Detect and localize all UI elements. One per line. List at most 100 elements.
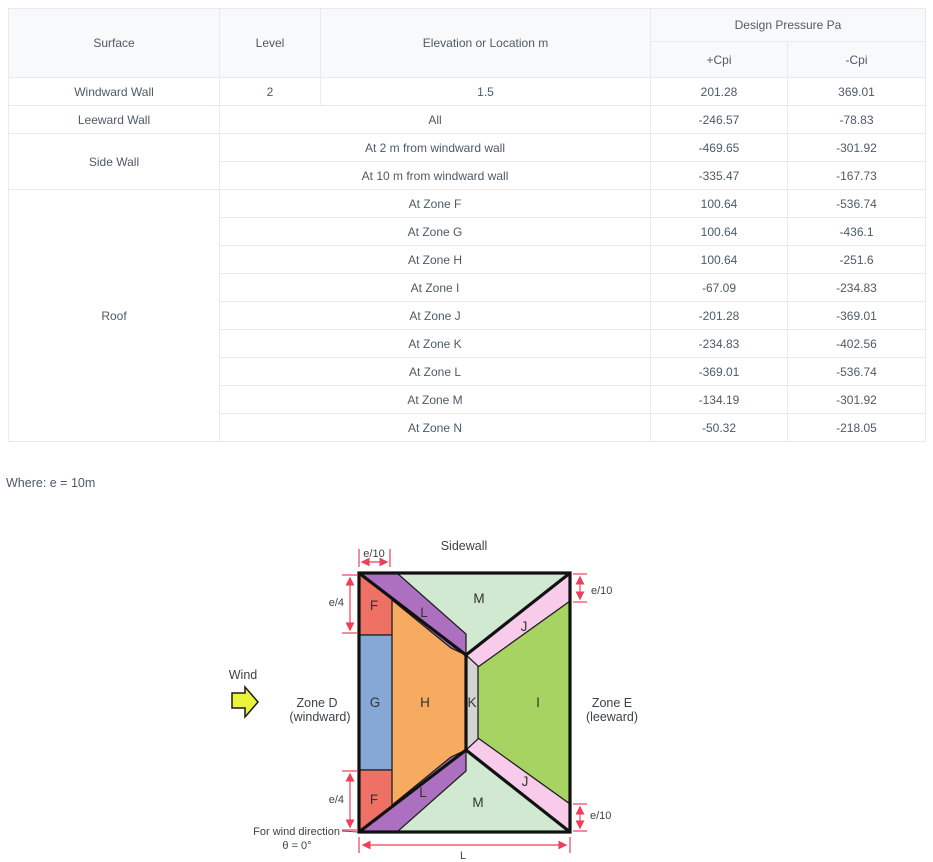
cell-surface: Windward Wall [8,77,220,106]
table-row: Leeward Wall All -246.57 -78.83 [8,105,926,134]
cell-neg-cpi: -167.73 [787,161,926,190]
dim-e4-bottom: e/4 [329,770,358,831]
cell-pos-cpi: 100.64 [650,189,788,218]
zone-m-top-label: M [473,591,484,606]
zone-e-label: Zone E [592,696,632,710]
cell-location: All [219,105,651,134]
zone-g-label: G [370,695,381,710]
cell-pos-cpi: -201.28 [650,301,788,330]
wind-arrow-icon [231,684,259,720]
dim-e10-right-top: e/10 [573,573,612,603]
cell-pos-cpi: -469.65 [650,133,788,162]
cell-neg-cpi: -251.6 [787,245,926,274]
cell-neg-cpi: -536.74 [787,189,926,218]
table-row: At Zone I -67.09 -234.83 [9,273,926,302]
table-row: At Zone N -50.32 -218.05 [9,413,926,442]
header-design-pressure: Design Pressure Pa [650,8,926,42]
cell-pos-cpi: 201.28 [650,77,788,106]
zone-h-label: H [420,695,430,710]
header-pos-cpi: +Cpi [650,41,788,78]
wind-zone-diagram: F L M J G H K I F L M J Sidewall Wind Zo… [229,539,638,862]
cell-pos-cpi: -369.01 [650,357,788,386]
svg-text:e/4: e/4 [329,794,344,806]
cell-neg-cpi: -218.05 [787,413,926,442]
zone-d-sublabel: (windward) [289,710,350,724]
e-definition-note: Where: e = 10m [6,476,96,490]
wind-direction-leader-line [341,830,359,833]
wind-direction-note-line2: θ = 0° [282,840,311,852]
svg-text:e/4: e/4 [329,597,344,609]
zone-f-bottom-label: F [370,792,378,807]
table-row: At Zone L -369.01 -536.74 [9,357,926,386]
zone-e-sublabel: (leeward) [586,710,638,724]
table-row: Roof At Zone F 100.64 -536.74 [8,189,926,442]
table-row: At Zone J -201.28 -369.01 [9,301,926,330]
cell-neg-cpi: -78.83 [787,105,926,134]
cell-location: At 10 m from windward wall [219,161,651,190]
cell-pos-cpi: 100.64 [650,217,788,246]
table-row: At Zone M -134.19 -301.92 [9,385,926,414]
wind-label: Wind [229,668,258,682]
cell-pos-cpi: -246.57 [650,105,788,134]
cell-location: At Zone H [219,245,651,274]
table-row: Side Wall At 2 m from windward wall -469… [8,133,926,190]
zone-l-bottom-label: L [419,785,427,800]
cell-location: At Zone F [219,189,651,218]
zone-f-top-label: F [370,598,378,613]
cell-surface: Roof [8,189,220,442]
cell-pos-cpi: -134.19 [650,385,788,414]
cell-level: 2 [219,77,321,106]
zone-d-label: Zone D [297,696,338,710]
cell-location: At Zone K [219,329,651,358]
zone-l-top-label: L [420,605,428,620]
cell-pos-cpi: -50.32 [650,413,788,442]
dim-e10-right-bottom: e/10 [573,803,611,832]
zone-k-label: K [467,695,476,710]
sidewall-label: Sidewall [441,539,488,553]
svg-text:L: L [460,850,466,862]
cell-location: At Zone M [219,385,651,414]
table-row: At 10 m from windward wall -335.47 -167.… [9,161,926,190]
dim-building-length: L [358,837,571,862]
svg-text:e/10: e/10 [591,585,612,597]
cell-neg-cpi: -301.92 [787,133,926,162]
cell-location: At Zone G [219,217,651,246]
cell-location: At Zone N [219,413,651,442]
table-row: At Zone G 100.64 -436.1 [9,217,926,246]
cell-neg-cpi: -301.92 [787,385,926,414]
cell-location: At Zone I [219,273,651,302]
cell-pos-cpi: -67.09 [650,273,788,302]
cell-pos-cpi: 100.64 [650,245,788,274]
header-elevation: Elevation or Location m [320,8,651,78]
cell-surface: Side Wall [8,133,220,190]
cell-neg-cpi: -402.56 [787,329,926,358]
cell-neg-cpi: -536.74 [787,357,926,386]
table-row: At Zone H 100.64 -251.6 [9,245,926,274]
header-level: Level [219,8,321,78]
cell-pos-cpi: -335.47 [650,161,788,190]
zone-j-top-label: J [521,619,528,634]
cell-location: 1.5 [320,77,651,106]
zone-m-bottom-label: M [472,795,483,810]
cell-location: At Zone J [219,301,651,330]
cell-neg-cpi: -369.01 [787,301,926,330]
dim-e10-top: e/10 [358,548,391,567]
table-row: Windward Wall 2 1.5 201.28 369.01 [8,77,926,106]
roof-outline [357,571,572,834]
header-neg-cpi: -Cpi [787,41,926,78]
zone-i-label: I [536,695,540,710]
dim-e4-top: e/4 [329,574,358,634]
cell-surface: Leeward Wall [8,105,220,134]
cell-neg-cpi: -234.83 [787,273,926,302]
header-surface: Surface [8,8,220,78]
cell-location: At 2 m from windward wall [219,133,651,162]
cell-location: At Zone L [219,357,651,386]
design-pressure-table: Surface Level Elevation or Location m De… [8,8,926,442]
svg-text:e/10: e/10 [363,548,384,560]
cell-pos-cpi: -234.83 [650,329,788,358]
cell-neg-cpi: -436.1 [787,217,926,246]
cell-neg-cpi: 369.01 [787,77,926,106]
zone-j-bottom-label: J [522,774,529,789]
svg-text:e/10: e/10 [590,810,611,822]
